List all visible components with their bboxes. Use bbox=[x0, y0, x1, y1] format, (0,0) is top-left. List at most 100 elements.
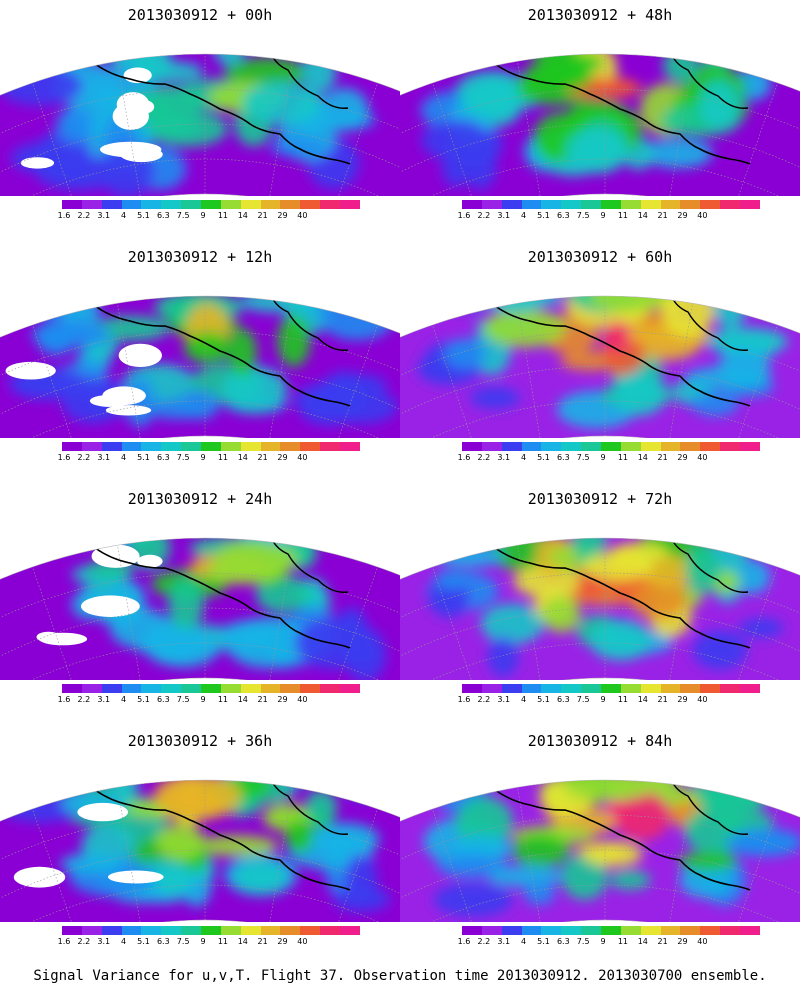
variance-contour bbox=[427, 593, 470, 612]
colorbar-swatch bbox=[720, 926, 741, 935]
latitude-line bbox=[400, 849, 800, 922]
colorbar-tick-label: 1.6 bbox=[57, 453, 71, 462]
colorbar-swatch bbox=[220, 200, 241, 209]
colorbar-swatch bbox=[581, 926, 602, 935]
colorbar-swatch bbox=[541, 926, 562, 935]
colorbar-tick-label: 7.5 bbox=[576, 937, 590, 946]
colorbar-swatch bbox=[121, 200, 142, 209]
longitude-line bbox=[517, 787, 541, 922]
variance-contour bbox=[734, 559, 771, 594]
colorbar-tick-label: 9 bbox=[200, 937, 206, 946]
colorbar-swatch bbox=[481, 926, 502, 935]
latitude-line bbox=[0, 365, 400, 438]
colorbar-tick-label: 6.3 bbox=[156, 453, 170, 462]
colorbar-swatch bbox=[300, 684, 321, 693]
colorbar-tick-label: 40 bbox=[697, 937, 708, 946]
no-data-region bbox=[20, 157, 55, 169]
colorbar-tick-label: 1.6 bbox=[457, 937, 471, 946]
colorbar-tick-label: 6.3 bbox=[156, 211, 170, 220]
longitude-line bbox=[669, 303, 693, 438]
map-domain-outline bbox=[400, 779, 800, 922]
coastline bbox=[94, 547, 351, 649]
variance-map bbox=[400, 53, 800, 196]
colorbar-swatch bbox=[181, 684, 202, 693]
colorbar-swatch bbox=[620, 926, 641, 935]
colorbar-swatch bbox=[240, 926, 261, 935]
colorbar-tick-label: 4 bbox=[521, 211, 527, 220]
variance-contour bbox=[433, 882, 513, 917]
variance-contour bbox=[541, 596, 581, 633]
longitude-line bbox=[269, 61, 293, 196]
colorbar-swatch bbox=[161, 442, 182, 451]
variance-contour bbox=[224, 57, 310, 87]
colorbar-tick-label: 3.1 bbox=[97, 937, 111, 946]
forecast-panel: 2013030912 + 24h 1.6 2.2 3.1 4 5.1 6.3 7.5 9 11 14… bbox=[0, 484, 400, 726]
variance-contour bbox=[344, 854, 378, 904]
colorbar-swatch bbox=[340, 684, 360, 693]
colorbar-swatch bbox=[640, 442, 661, 451]
colorbar-tick-label: 1.6 bbox=[57, 211, 71, 220]
variance-contour bbox=[149, 627, 219, 668]
variance-contour bbox=[480, 295, 549, 313]
colorbar-swatch bbox=[720, 684, 741, 693]
colorbar-swatch bbox=[141, 200, 162, 209]
colorbar-swatch bbox=[280, 442, 301, 451]
colorbar-tick-label: 21 bbox=[657, 453, 668, 462]
colorbar-tick-label: 40 bbox=[697, 695, 708, 704]
variance-contour bbox=[213, 541, 298, 578]
colorbar: 1.6 2.2 3.1 4 5.1 6.3 7.5 9 11 14 21 29 40 bbox=[58, 926, 360, 956]
colorbar-swatch bbox=[581, 442, 602, 451]
panel-title: 2013030912 + 12h bbox=[127, 248, 273, 266]
colorbar-tick-label: 11 bbox=[217, 695, 228, 704]
longitude-line bbox=[669, 787, 693, 922]
colorbar-swatch bbox=[240, 200, 261, 209]
colorbar-tick-label: 2.2 bbox=[477, 695, 491, 704]
colorbar-tick-label: 3.1 bbox=[97, 453, 111, 462]
colorbar-tick-label: 5.1 bbox=[137, 937, 150, 946]
longitude-line bbox=[117, 787, 141, 922]
variance-contour bbox=[434, 570, 471, 589]
colorbar-tick-label: 14 bbox=[237, 211, 248, 220]
colorbar-swatch bbox=[260, 926, 281, 935]
panel-title: 2013030912 + 84h bbox=[527, 732, 673, 750]
variance-contour bbox=[561, 853, 608, 900]
colorbar: 1.6 2.2 3.1 4 5.1 6.3 7.5 9 11 14 21 29 40 bbox=[458, 926, 760, 956]
latitude-line bbox=[400, 123, 800, 196]
colorbar-swatch bbox=[541, 684, 562, 693]
colorbar-swatch bbox=[700, 200, 721, 209]
colorbar-tick-label: 9 bbox=[200, 695, 206, 704]
colorbar-swatch bbox=[101, 684, 122, 693]
colorbar-swatch bbox=[320, 200, 341, 209]
variance-contour bbox=[463, 145, 497, 190]
colorbar-swatch bbox=[300, 200, 321, 209]
colorbar-tick-label: 2.2 bbox=[477, 453, 491, 462]
colorbar-swatch bbox=[700, 684, 721, 693]
colorbar-tick-label: 2.2 bbox=[477, 937, 491, 946]
colorbar-tick-label: 4 bbox=[521, 937, 527, 946]
colorbar-tick-label: 5.1 bbox=[537, 695, 550, 704]
colorbar-swatch bbox=[660, 926, 681, 935]
colorbar-swatch bbox=[620, 200, 641, 209]
colorbar-swatch bbox=[340, 442, 360, 451]
variance-contour bbox=[13, 537, 95, 552]
colorbar-swatch bbox=[680, 684, 701, 693]
colorbar-tick-label: 21 bbox=[657, 211, 668, 220]
variance-contour bbox=[127, 53, 158, 57]
colorbar-tick-label: 29 bbox=[677, 695, 688, 704]
longitude-line bbox=[269, 545, 293, 680]
panel-title: 2013030912 + 48h bbox=[527, 6, 673, 24]
colorbar-tick-label: 7.5 bbox=[176, 211, 190, 220]
variance-contour bbox=[698, 80, 740, 128]
colorbar-swatch bbox=[521, 926, 542, 935]
variance-contour bbox=[726, 828, 800, 857]
colorbar-swatch bbox=[601, 200, 621, 209]
variance-contour bbox=[333, 295, 395, 301]
variance-contour bbox=[327, 389, 398, 424]
colorbar-swatch bbox=[740, 684, 760, 693]
colorbar-tick-label: 40 bbox=[697, 453, 708, 462]
variance-contour bbox=[213, 53, 246, 66]
latitude-line bbox=[0, 607, 400, 680]
variance-contour bbox=[582, 552, 653, 581]
longitude-line bbox=[669, 61, 693, 196]
variance-contour bbox=[318, 295, 397, 341]
